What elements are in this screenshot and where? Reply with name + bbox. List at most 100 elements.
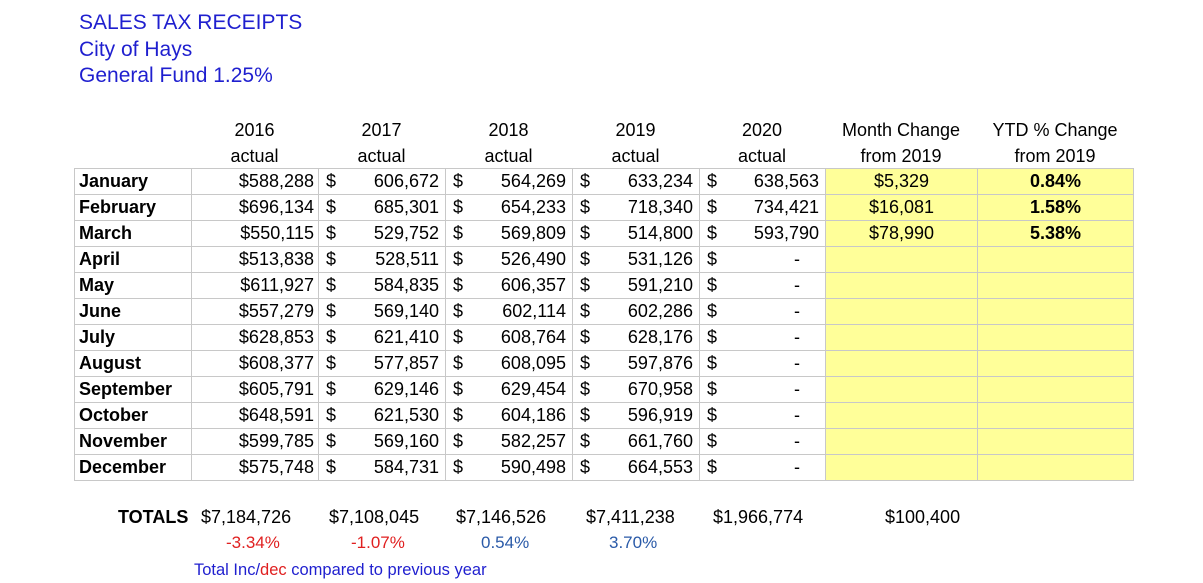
cell-2018: $629,454	[445, 376, 573, 403]
header-2018: 2018 actual	[445, 117, 572, 169]
ytd-change-cell	[977, 324, 1134, 351]
currency-symbol: $	[580, 275, 591, 295]
amount: 608,095	[500, 353, 566, 373]
currency-symbol: $	[326, 197, 337, 217]
currency-symbol: $	[580, 301, 591, 321]
currency-symbol: $	[707, 379, 718, 399]
cell-2020: $ -	[699, 454, 826, 481]
ytd-change-cell	[977, 298, 1134, 325]
cell-2020: $ -	[699, 324, 826, 351]
month-change-cell	[825, 454, 978, 481]
amount: 629,454	[500, 379, 566, 399]
amount: 602,114	[502, 301, 566, 321]
month-cell: July	[74, 324, 192, 351]
sales-tax-table: January $588,288 $606,672 $564,269 $633,234 $…	[74, 168, 1134, 481]
empty-value: -	[794, 379, 800, 399]
cell-2019: $661,760	[572, 428, 700, 455]
table-row: April $513,838 $528,511 $526,490 $531,126 $ -	[74, 246, 1134, 273]
cell-2019: $602,286	[572, 298, 700, 325]
header-2016-year: 2016	[234, 120, 275, 140]
currency-symbol: $	[453, 223, 464, 243]
table-row: March $550,115 $529,752 $569,809 $514,800 $59…	[74, 220, 1134, 247]
cell-2018: $582,257	[445, 428, 573, 455]
cell-2016: $588,288	[191, 168, 319, 195]
empty-value: -	[794, 353, 800, 373]
currency-symbol: $	[707, 275, 718, 295]
currency-symbol: $	[580, 197, 591, 217]
cell-2018: $608,764	[445, 324, 573, 351]
cell-2020: $ -	[699, 298, 826, 325]
amount: 596,919	[627, 405, 693, 425]
table-row: February $696,134 $685,301 $654,233 $718,340…	[74, 194, 1134, 221]
month-change-cell	[825, 298, 978, 325]
currency-symbol: $	[453, 431, 464, 451]
month-cell: November	[74, 428, 192, 455]
currency-symbol: $	[707, 431, 718, 451]
cell-2018: $602,114	[445, 298, 573, 325]
cell-2016: $599,785	[191, 428, 319, 455]
header-2017-sub: actual	[357, 146, 406, 166]
amount: 584,731	[373, 457, 439, 477]
month-change-cell: $5,329	[825, 168, 978, 195]
pct-change-2018: 0.54%	[481, 533, 530, 552]
currency-symbol: $	[326, 275, 337, 295]
ytd-change-cell	[977, 246, 1134, 273]
amount: 584,835	[373, 275, 439, 295]
amount: 670,958	[627, 379, 693, 399]
cell-2019: $718,340	[572, 194, 700, 221]
header-2019: 2019 actual	[572, 117, 699, 169]
cell-2016: $557,279	[191, 298, 319, 325]
amount: 628,176	[627, 327, 693, 347]
report-title: SALES TAX RECEIPTS City of Hays General …	[79, 10, 302, 90]
totals-label: TOTALS	[118, 507, 189, 527]
amount: 528,511	[375, 249, 439, 269]
cell-2019: $597,876	[572, 350, 700, 377]
cell-2018: $604,186	[445, 402, 573, 429]
ytd-change-cell	[977, 428, 1134, 455]
total-2019: $7,411,238	[586, 507, 675, 527]
ytd-change-cell	[977, 402, 1134, 429]
currency-symbol: $	[580, 223, 591, 243]
currency-symbol: $	[453, 249, 464, 269]
currency-symbol: $	[453, 301, 464, 321]
amount: 582,257	[500, 431, 566, 451]
amount: 591,210	[627, 275, 693, 295]
cell-2017: $685,301	[318, 194, 446, 221]
cell-2016: $628,853	[191, 324, 319, 351]
cell-2017: $584,731	[318, 454, 446, 481]
header-2020-year: 2020	[741, 120, 783, 140]
cell-2017: $529,752	[318, 220, 446, 247]
empty-value: -	[794, 457, 800, 477]
footnote-part1: Total Inc/	[194, 561, 261, 579]
cell-2018: $569,809	[445, 220, 573, 247]
currency-symbol: $	[580, 405, 591, 425]
cell-2020: $593,790	[699, 220, 826, 247]
empty-value: -	[794, 327, 800, 347]
cell-2016: $696,134	[191, 194, 319, 221]
pct-change-2017: -1.07%	[351, 533, 405, 552]
cell-2020: $ -	[699, 246, 826, 273]
cell-2016: $648,591	[191, 402, 319, 429]
currency-symbol: $	[326, 249, 337, 269]
cell-2018: $590,498	[445, 454, 573, 481]
amount: 638,563	[753, 171, 819, 191]
amount: 604,186	[500, 405, 566, 425]
cell-2019: $628,176	[572, 324, 700, 351]
cell-2017: $569,140	[318, 298, 446, 325]
amount: 633,234	[627, 171, 693, 191]
cell-2016: $513,838	[191, 246, 319, 273]
footnote: Total Inc/dec compared to previous year	[194, 561, 487, 580]
cell-2017: $621,530	[318, 402, 446, 429]
header-month-change-line1: Month Change	[841, 120, 961, 140]
cell-2019: $633,234	[572, 168, 700, 195]
amount: 685,301	[373, 197, 439, 217]
table-row: June $557,279 $569,140 $602,114 $602,286 $ -	[74, 298, 1134, 325]
cell-2018: $606,357	[445, 272, 573, 299]
currency-symbol: $	[453, 457, 464, 477]
cell-2017: $528,511	[318, 246, 446, 273]
cell-2020: $638,563	[699, 168, 826, 195]
currency-symbol: $	[326, 301, 337, 321]
amount: 577,857	[373, 353, 439, 373]
amount: 593,790	[753, 223, 819, 243]
currency-symbol: $	[453, 379, 464, 399]
